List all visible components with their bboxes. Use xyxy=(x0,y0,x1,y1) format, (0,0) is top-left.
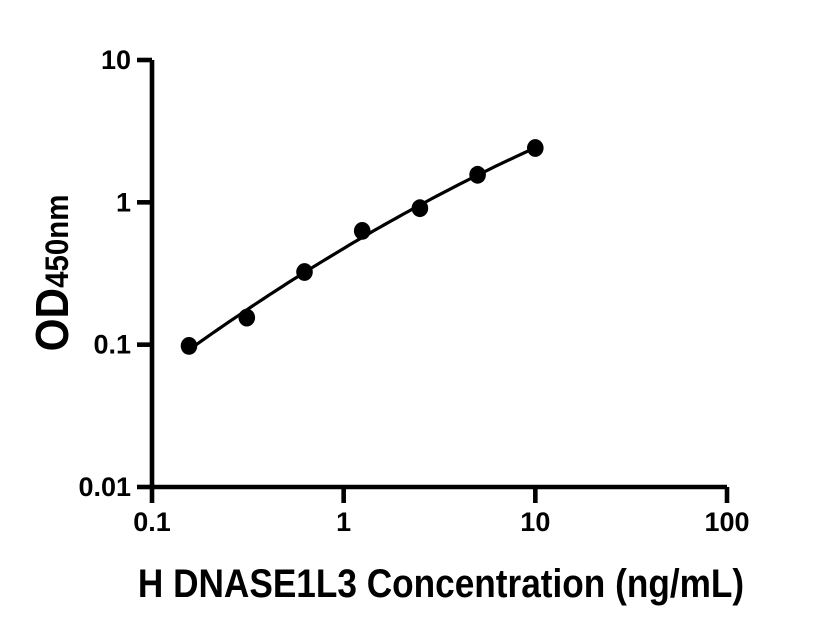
x-tick-label: 100 xyxy=(704,507,749,537)
data-point xyxy=(180,337,198,355)
x-tick-label: 0.1 xyxy=(133,507,171,537)
y-tick-label: 1 xyxy=(116,187,131,217)
y-axis-label-main: OD xyxy=(26,287,78,352)
data-point xyxy=(469,165,486,184)
y-tick-label: 10 xyxy=(101,45,131,75)
data-point xyxy=(238,308,256,327)
y-axis-label: OD450nm xyxy=(26,194,78,352)
data-point xyxy=(527,139,544,157)
data-point xyxy=(411,199,429,218)
x-axis-label: H DNASE1L3 Concentration (ng/mL) xyxy=(137,562,745,606)
x-tick-label: 1 xyxy=(336,507,351,537)
x-tick-label: 10 xyxy=(520,507,550,537)
y-tick-label: 0.01 xyxy=(78,472,131,502)
axis-spine xyxy=(149,60,727,490)
data-point xyxy=(353,222,371,240)
y-axis-label-subscript: 450nm xyxy=(39,194,75,288)
data-point xyxy=(296,263,313,281)
y-tick-label: 0.1 xyxy=(93,330,131,360)
